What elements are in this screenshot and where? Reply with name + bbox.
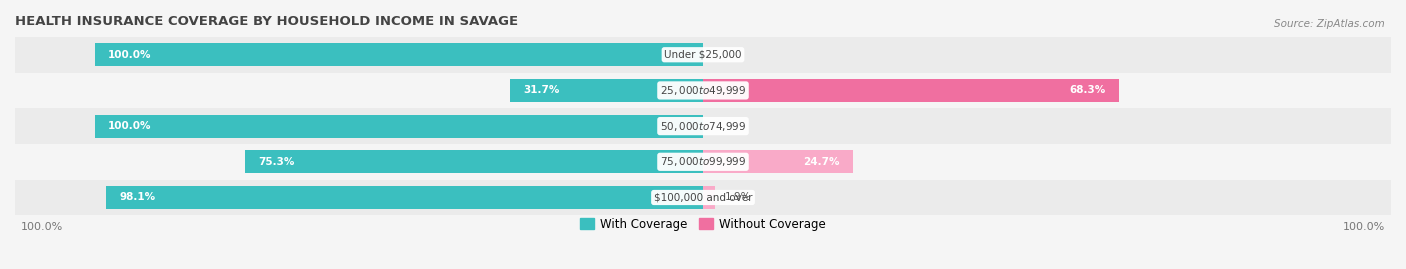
Bar bbox=[703, 79, 1119, 102]
Text: 75.3%: 75.3% bbox=[259, 157, 294, 167]
Bar bbox=[94, 43, 703, 66]
Bar bbox=[703, 186, 714, 209]
Bar bbox=[703, 150, 853, 174]
Text: $25,000 to $49,999: $25,000 to $49,999 bbox=[659, 84, 747, 97]
Text: Under $25,000: Under $25,000 bbox=[664, 50, 742, 60]
Text: 24.7%: 24.7% bbox=[804, 157, 839, 167]
Bar bbox=[510, 79, 703, 102]
Bar bbox=[15, 144, 1391, 180]
Bar bbox=[15, 37, 1391, 73]
Text: 100.0%: 100.0% bbox=[108, 121, 152, 131]
Text: Source: ZipAtlas.com: Source: ZipAtlas.com bbox=[1274, 19, 1385, 29]
Text: 68.3%: 68.3% bbox=[1069, 86, 1105, 95]
Text: $50,000 to $74,999: $50,000 to $74,999 bbox=[659, 120, 747, 133]
Text: 31.7%: 31.7% bbox=[523, 86, 560, 95]
Text: 1.9%: 1.9% bbox=[725, 193, 752, 203]
Bar bbox=[15, 108, 1391, 144]
Bar bbox=[105, 186, 703, 209]
Bar bbox=[15, 73, 1391, 108]
Bar bbox=[94, 115, 703, 138]
Text: $75,000 to $99,999: $75,000 to $99,999 bbox=[659, 155, 747, 168]
Legend: With Coverage, Without Coverage: With Coverage, Without Coverage bbox=[575, 213, 831, 235]
Text: 100.0%: 100.0% bbox=[108, 50, 152, 60]
Text: $100,000 and over: $100,000 and over bbox=[654, 193, 752, 203]
Text: 98.1%: 98.1% bbox=[120, 193, 156, 203]
Bar bbox=[15, 180, 1391, 215]
Text: HEALTH INSURANCE COVERAGE BY HOUSEHOLD INCOME IN SAVAGE: HEALTH INSURANCE COVERAGE BY HOUSEHOLD I… bbox=[15, 15, 519, 28]
Bar bbox=[245, 150, 703, 174]
